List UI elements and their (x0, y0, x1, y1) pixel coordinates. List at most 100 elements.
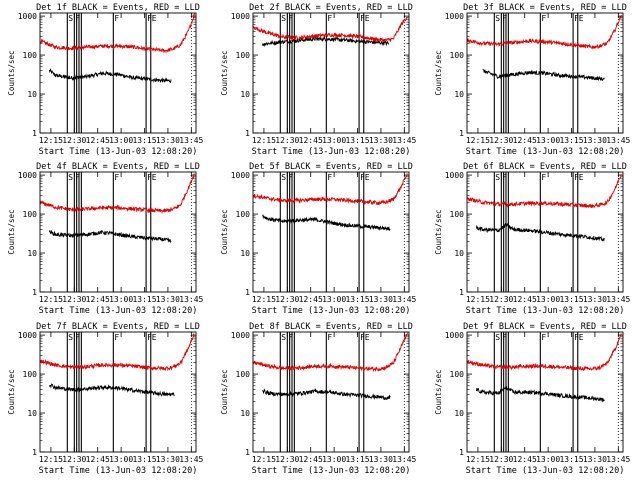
series-line-events (48, 68, 172, 84)
flag-label: F (541, 14, 546, 23)
y-tick-label: 100 (236, 370, 251, 379)
y-tick-label: 10 (27, 249, 37, 258)
flag-label: S (495, 173, 500, 182)
flag-label: F (288, 173, 293, 182)
series-line-events (48, 383, 175, 397)
x-tick-label: 13:30 (156, 136, 180, 145)
series-line-events (475, 222, 605, 242)
x-tick-label: 13:45 (179, 295, 203, 304)
flag-label: F (147, 333, 152, 342)
chart-title: Det 4f BLACK = Events, RED = LLD (36, 162, 200, 172)
series-line-events (261, 36, 390, 48)
flag-label: S (281, 333, 286, 342)
plot-frame (39, 12, 197, 134)
y-tick-label: 100 (23, 370, 38, 379)
chart-title: Det 7f BLACK = Events, RED = LLD (36, 322, 200, 332)
chart-panel-det-8: Det 8f BLACK = Events, RED = LLD Counts/s… (220, 322, 417, 476)
flag-label: E (152, 333, 157, 342)
x-tick-label: 13:45 (179, 455, 203, 464)
x-tick-label: 13:45 (392, 136, 416, 145)
x-axis-label: Start Time (13-Jun-03 12:08:20) (39, 466, 198, 476)
x-tick-label: 13:30 (583, 295, 607, 304)
x-tick-label: 13:00 (109, 295, 133, 304)
series-line-lld (466, 15, 622, 50)
x-tick-label: 12:45 (513, 295, 537, 304)
series-line-events (262, 388, 391, 401)
x-tick-label: 12:15 (39, 455, 63, 464)
flag-label: F (327, 333, 332, 342)
chart-title: Det 9f BLACK = Events, RED = LLD (463, 322, 627, 332)
series-line-lld (39, 332, 195, 372)
x-axis-label: Start Time (13-Jun-03 12:08:20) (466, 147, 625, 157)
x-tick-label: 13:00 (322, 295, 346, 304)
x-tick-label: 13:00 (322, 136, 346, 145)
x-axis-label: Start Time (13-Jun-03 12:08:20) (39, 147, 198, 157)
chart-panel-det-1: Det 1f BLACK = Events, RED = LLD Counts/s… (7, 3, 204, 157)
flag-label: F (327, 173, 332, 182)
series-line-lld (252, 332, 408, 373)
x-tick-label: 12:30 (275, 295, 299, 304)
x-tick-label: 13:45 (179, 136, 203, 145)
x-tick-label: 13:30 (369, 136, 393, 145)
flag-label: E (579, 173, 584, 182)
flag-label: F (360, 333, 365, 342)
y-tick-label: 10 (27, 90, 37, 99)
x-axis-label: Start Time (13-Jun-03 12:08:20) (252, 306, 411, 316)
x-axis-label: Start Time (13-Jun-03 12:08:20) (39, 306, 198, 316)
x-tick-label: 12:45 (513, 455, 537, 464)
flag-label: S (68, 333, 73, 342)
x-tick-label: 13:00 (536, 455, 560, 464)
y-axis-label: Counts/sec (434, 50, 443, 95)
x-tick-label: 12:30 (489, 295, 513, 304)
y-tick-label: 1 (459, 129, 464, 138)
chart-panel-det-5: Det 5f BLACK = Events, RED = LLD Counts/s… (220, 162, 417, 316)
plot-frame (252, 12, 410, 134)
y-tick-label: 100 (23, 210, 38, 219)
series-line-events (262, 214, 391, 232)
x-tick-label: 12:45 (299, 455, 323, 464)
x-tick-label: 13:15 (559, 455, 583, 464)
x-tick-label: 12:30 (489, 455, 513, 464)
y-tick-label: 10 (454, 409, 464, 418)
flag-label: S (281, 173, 286, 182)
x-tick-label: 12:15 (39, 295, 63, 304)
y-tick-label: 1000 (18, 331, 37, 340)
series-line-lld (252, 16, 408, 43)
x-tick-label: 12:15 (466, 136, 490, 145)
y-tick-label: 1 (32, 129, 37, 138)
y-tick-label: 1000 (18, 171, 37, 180)
flag-label: F (288, 333, 293, 342)
y-tick-label: 10 (240, 249, 250, 258)
x-tick-label: 13:30 (369, 295, 393, 304)
plot-frame (466, 331, 624, 453)
x-tick-label: 12:45 (86, 455, 110, 464)
x-tick-label: 13:00 (109, 136, 133, 145)
x-tick-label: 12:30 (275, 455, 299, 464)
x-tick-label: 12:30 (62, 136, 86, 145)
x-tick-label: 12:45 (86, 295, 110, 304)
y-axis-label: Counts/sec (434, 369, 443, 414)
y-tick-label: 100 (236, 210, 251, 219)
chart-title: Det 5f BLACK = Events, RED = LLD (249, 162, 413, 172)
y-axis-label: Counts/sec (434, 209, 443, 254)
flag-label: F (502, 333, 507, 342)
x-tick-label: 13:45 (392, 455, 416, 464)
x-tick-label: 13:45 (606, 455, 630, 464)
x-axis-label: Start Time (13-Jun-03 12:08:20) (466, 306, 625, 316)
chart-title: Det 1f BLACK = Events, RED = LLD (36, 3, 200, 13)
y-tick-label: 1000 (231, 171, 250, 180)
y-tick-label: 100 (450, 210, 465, 219)
y-tick-label: 1000 (445, 171, 464, 180)
flag-label: E (152, 173, 157, 182)
x-tick-label: 12:15 (252, 295, 276, 304)
x-tick-label: 13:00 (109, 455, 133, 464)
y-tick-label: 10 (454, 249, 464, 258)
series-line-events (48, 229, 172, 244)
x-tick-label: 12:30 (62, 455, 86, 464)
chart-panel-det-4: Det 4f BLACK = Events, RED = LLD Counts/s… (7, 162, 204, 316)
chart-panel-det-2: Det 2f BLACK = Events, RED = LLD Counts/s… (220, 3, 417, 157)
plot-frame (466, 171, 624, 293)
x-tick-label: 12:45 (513, 136, 537, 145)
x-tick-label: 12:15 (252, 455, 276, 464)
